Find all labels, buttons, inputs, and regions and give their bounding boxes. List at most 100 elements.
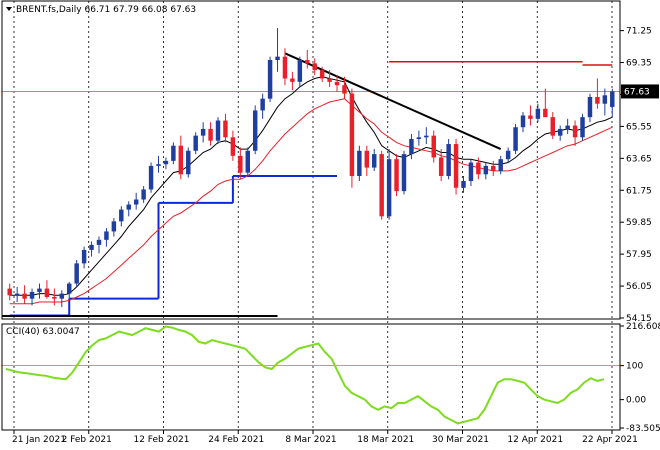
candle-body <box>595 96 600 104</box>
cci-tick-label: 216.608 <box>626 322 660 332</box>
y-tick-label: 56.05 <box>626 282 652 292</box>
candle-body <box>81 249 87 264</box>
candle-body <box>491 165 496 171</box>
candle-body <box>44 288 50 297</box>
candle-body <box>208 128 213 141</box>
candle-body <box>141 189 146 200</box>
candle-body <box>260 98 265 111</box>
x-tick-label: 30 Mar 2021 <box>432 435 489 445</box>
candlestick-series <box>7 28 615 308</box>
candle-body <box>528 115 533 119</box>
candle-body <box>119 209 124 222</box>
cci-tick-label: 0.00 <box>626 396 646 406</box>
candle-body <box>520 115 526 128</box>
x-tick-label: 2 Feb 2021 <box>62 435 112 445</box>
chart-frames <box>1 0 621 431</box>
candle-body <box>557 128 563 136</box>
candle-body <box>282 56 288 79</box>
fast-moving-average-line <box>9 76 613 296</box>
candle-body <box>409 139 414 155</box>
candle-body <box>476 162 481 175</box>
y-tick-label: 69.35 <box>626 59 652 69</box>
candle-body <box>223 120 228 138</box>
candle-body <box>543 108 548 118</box>
price-tag-label: 67.63 <box>624 87 650 97</box>
candle-body <box>334 81 340 86</box>
candle-body <box>111 221 117 232</box>
y-tick-label: 57.95 <box>626 250 652 260</box>
candle-body <box>267 60 273 99</box>
candle-body <box>461 181 466 188</box>
candle-body <box>416 137 422 140</box>
candle-body <box>572 125 578 138</box>
header: BRENT.fs,Daily 66.71 67.79 66.08 67.63 C… <box>6 5 196 337</box>
candle-body <box>163 160 169 165</box>
candle-body <box>438 157 444 176</box>
candle-body <box>22 293 27 299</box>
candle-body <box>193 135 198 151</box>
x-tick-label: 8 Mar 2021 <box>285 435 336 445</box>
candle-body <box>305 60 310 64</box>
candle-body <box>89 244 94 250</box>
candle-body <box>505 150 511 160</box>
cci-tick-label: -83.5053 <box>626 424 660 434</box>
candle-body <box>171 145 176 161</box>
candle-body <box>513 127 518 151</box>
candle-body <box>342 85 347 94</box>
candle-body <box>535 108 541 119</box>
cci-pane-frame <box>1 323 621 431</box>
y-tick-label: 71.25 <box>626 27 652 37</box>
candle-body <box>431 135 436 158</box>
candle-body <box>7 288 12 296</box>
cci-header: CCI(40) 63.0047 <box>6 327 80 337</box>
candle-body <box>364 150 370 168</box>
x-tick-label: 21 Jan 2021 <box>12 435 66 445</box>
candle-body <box>275 56 280 61</box>
candle-body <box>297 60 303 82</box>
candle-body <box>52 296 57 299</box>
candle-body <box>357 150 362 176</box>
candle-body <box>319 70 325 79</box>
candle-body <box>610 91 615 107</box>
x-tick-label: 22 Apr 2021 <box>582 435 638 445</box>
candle-body <box>587 96 593 118</box>
x-tick-label: 24 Feb 2021 <box>208 435 264 445</box>
candle-body <box>468 162 474 182</box>
candle-body <box>372 154 377 168</box>
candle-body <box>312 63 317 71</box>
candle-body <box>386 159 392 217</box>
cci-line <box>5 325 605 425</box>
candle-body <box>104 231 109 240</box>
y-tick-label: 61.75 <box>626 186 652 196</box>
candle-body <box>483 165 489 175</box>
candle-body <box>394 159 399 192</box>
candle-body <box>200 128 206 136</box>
x-tick-label: 18 Mar 2021 <box>357 435 414 445</box>
cci-series <box>5 325 605 425</box>
slow-moving-average-line <box>9 98 613 305</box>
candle-body <box>401 154 407 192</box>
candle-body <box>96 239 102 245</box>
y-tick-label: 54.15 <box>626 314 652 324</box>
candle-body <box>14 293 20 296</box>
cci-tick-label: 100 <box>626 362 643 372</box>
candle-body <box>379 154 384 217</box>
candle-body <box>238 155 243 173</box>
candle-body <box>74 263 79 284</box>
candle-body <box>424 135 429 138</box>
grid-lines <box>2 1 620 430</box>
y-tick-label: 63.65 <box>626 154 652 164</box>
candle-body <box>498 159 503 171</box>
candle-body <box>59 293 65 299</box>
candle-body <box>29 291 35 299</box>
indicator-overlays <box>2 52 613 317</box>
x-tick-label: 12 Apr 2021 <box>507 435 563 445</box>
candle-body <box>230 137 236 156</box>
candle-body <box>453 144 459 188</box>
candle-body <box>327 78 332 82</box>
collapse-arrow-icon[interactable] <box>6 7 12 11</box>
candle-body <box>126 204 131 210</box>
candle-body <box>580 117 585 138</box>
symbol-header: BRENT.fs,Daily 66.71 67.79 66.08 67.63 <box>16 5 196 15</box>
